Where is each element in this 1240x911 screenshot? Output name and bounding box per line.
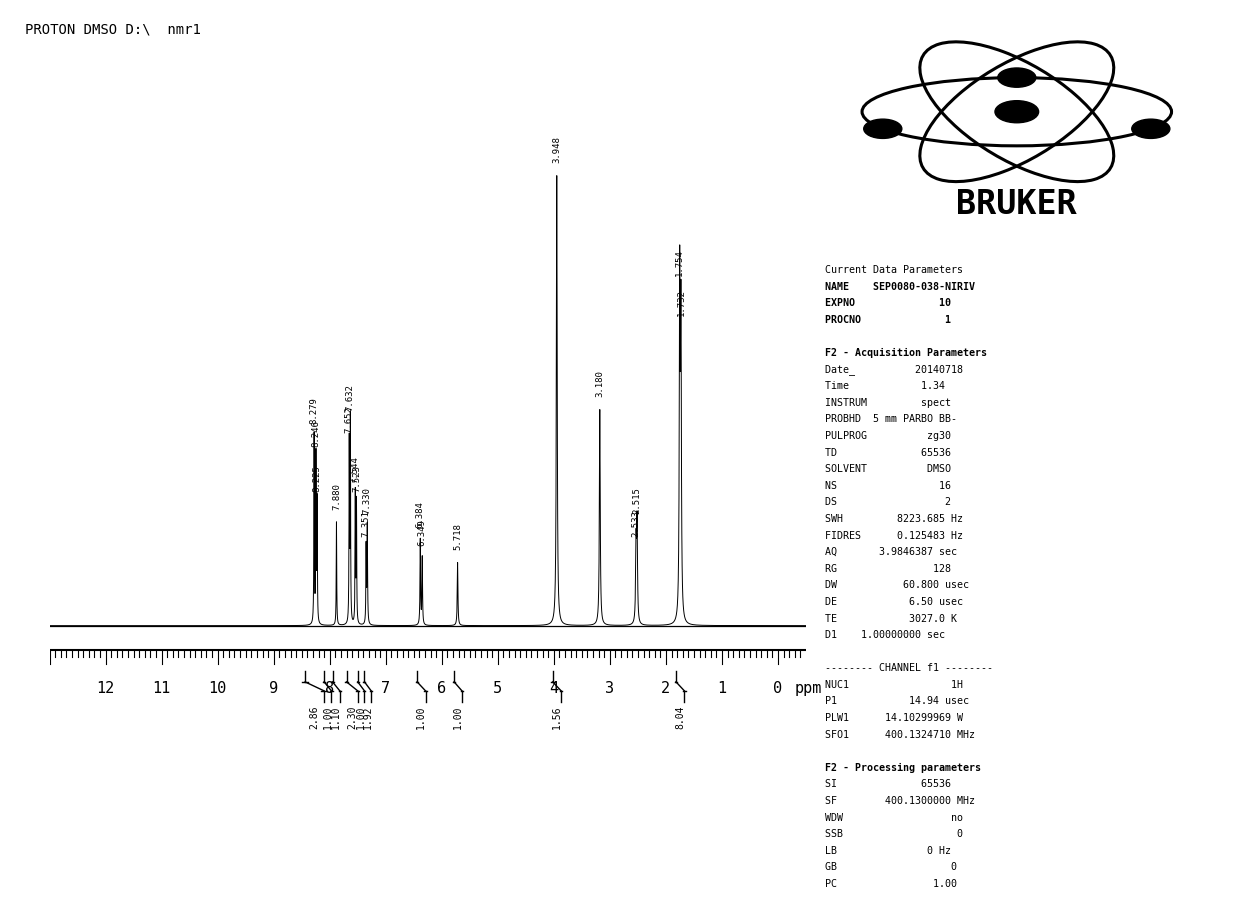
Text: 11: 11 (153, 680, 171, 695)
Text: 2: 2 (661, 680, 671, 695)
Text: 1.10: 1.10 (331, 704, 341, 728)
Text: 7: 7 (381, 680, 391, 695)
Text: 2.515: 2.515 (632, 486, 641, 514)
Text: 8.04: 8.04 (676, 704, 686, 728)
Text: 8.225: 8.225 (312, 465, 321, 491)
Text: 1.00: 1.00 (417, 704, 427, 728)
Text: 1.00: 1.00 (322, 704, 332, 728)
Text: 0: 0 (774, 680, 782, 695)
Text: 1.754: 1.754 (676, 249, 684, 275)
Text: 7.330: 7.330 (363, 486, 372, 514)
Text: DW           60.800 usec: DW 60.800 usec (825, 579, 968, 589)
Circle shape (864, 120, 901, 139)
Text: GB                   0: GB 0 (825, 862, 956, 872)
Text: 2.533: 2.533 (631, 509, 641, 536)
Text: 3.180: 3.180 (595, 370, 604, 396)
Text: 2.86: 2.86 (310, 704, 320, 728)
Text: PROBHD  5 mm PARBO BB-: PROBHD 5 mm PARBO BB- (825, 414, 956, 424)
Text: 9: 9 (269, 680, 278, 695)
Text: 7.632: 7.632 (346, 384, 355, 410)
Text: Date_          20140718: Date_ 20140718 (825, 364, 962, 375)
Text: PLW1      14.10299969 W: PLW1 14.10299969 W (825, 712, 962, 722)
Text: 6: 6 (438, 680, 446, 695)
Text: RG                128: RG 128 (825, 563, 951, 573)
Text: LB               0 Hz: LB 0 Hz (825, 845, 951, 855)
Text: P1            14.94 usec: P1 14.94 usec (825, 696, 968, 706)
Text: 7.544: 7.544 (351, 456, 360, 482)
Text: PROCNO              1: PROCNO 1 (825, 314, 951, 324)
Text: 3: 3 (605, 680, 615, 695)
Text: PULPROG          zg30: PULPROG zg30 (825, 431, 951, 440)
Text: 7.351: 7.351 (362, 509, 371, 536)
Text: SI              65536: SI 65536 (825, 779, 951, 789)
Text: DE            6.50 usec: DE 6.50 usec (825, 597, 962, 606)
Text: 8.246: 8.246 (311, 419, 320, 446)
Text: 5.718: 5.718 (453, 523, 463, 549)
Text: 2.30: 2.30 (347, 704, 357, 728)
Circle shape (998, 69, 1035, 88)
Text: ppm: ppm (795, 680, 822, 695)
Text: 6.384: 6.384 (415, 500, 425, 527)
Circle shape (1132, 120, 1169, 139)
Text: TE            3027.0 K: TE 3027.0 K (825, 613, 956, 623)
Text: 6.349: 6.349 (418, 518, 427, 545)
Text: 1: 1 (718, 680, 727, 695)
Text: 7.880: 7.880 (332, 482, 341, 509)
Text: 1.56: 1.56 (552, 704, 562, 728)
Text: 8: 8 (325, 680, 335, 695)
Text: SWH         8223.685 Hz: SWH 8223.685 Hz (825, 514, 962, 523)
Text: 1.92: 1.92 (363, 704, 373, 728)
Text: 4: 4 (549, 680, 558, 695)
Text: NAME    SEP0080-038-NIRIV: NAME SEP0080-038-NIRIV (825, 281, 975, 292)
Text: NS                 16: NS 16 (825, 480, 951, 490)
Text: 1.00: 1.00 (453, 704, 463, 728)
Text: FIDRES      0.125483 Hz: FIDRES 0.125483 Hz (825, 530, 962, 540)
Text: SF        400.1300000 MHz: SF 400.1300000 MHz (825, 795, 975, 805)
Text: SOLVENT          DMSO: SOLVENT DMSO (825, 464, 951, 474)
Text: 3.948: 3.948 (552, 136, 562, 163)
Text: -------- CHANNEL f1 --------: -------- CHANNEL f1 -------- (825, 662, 992, 672)
Text: SFO1      400.1324710 MHz: SFO1 400.1324710 MHz (825, 729, 975, 739)
Text: 8.279: 8.279 (310, 397, 319, 424)
Text: PC                1.00: PC 1.00 (825, 878, 956, 888)
Text: WDW                  no: WDW no (825, 812, 962, 822)
Text: 10: 10 (208, 680, 227, 695)
Text: F2 - Acquisition Parameters: F2 - Acquisition Parameters (825, 348, 987, 357)
Text: Current Data Parameters: Current Data Parameters (825, 265, 962, 274)
Text: BRUKER: BRUKER (956, 188, 1078, 220)
Text: 1.732: 1.732 (677, 289, 686, 316)
Text: 5: 5 (494, 680, 502, 695)
Text: 7.523: 7.523 (352, 465, 361, 491)
Text: 1.00: 1.00 (356, 704, 366, 728)
Text: 7.652: 7.652 (345, 405, 353, 433)
Text: TD              65536: TD 65536 (825, 447, 951, 457)
Text: Time            1.34: Time 1.34 (825, 381, 945, 391)
Text: 12: 12 (97, 680, 115, 695)
Text: AQ       3.9846387 sec: AQ 3.9846387 sec (825, 547, 956, 557)
Circle shape (994, 101, 1039, 124)
Text: SSB                   0: SSB 0 (825, 828, 962, 838)
Text: INSTRUM         spect: INSTRUM spect (825, 397, 951, 407)
Text: PROTON DMSO D:\  nmr1: PROTON DMSO D:\ nmr1 (25, 23, 201, 36)
Text: NUC1                 1H: NUC1 1H (825, 680, 962, 689)
Text: F2 - Processing parameters: F2 - Processing parameters (825, 762, 981, 772)
Text: DS                  2: DS 2 (825, 496, 951, 507)
Text: EXPNO              10: EXPNO 10 (825, 298, 951, 308)
Text: D1    1.00000000 sec: D1 1.00000000 sec (825, 630, 945, 640)
